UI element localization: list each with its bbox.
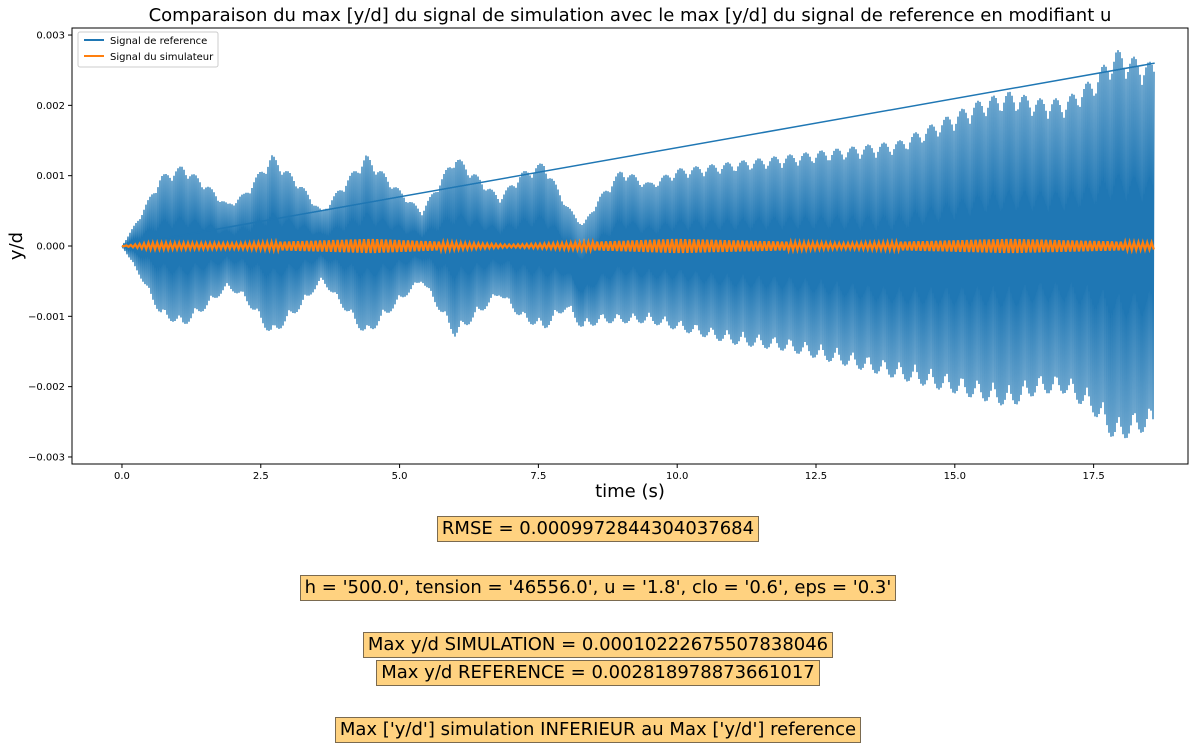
conclusion-box: Max ['y/d'] simulation INFERIEUR au Max …	[0, 717, 1196, 743]
chart-title: Comparaison du max [y/d] du signal de si…	[149, 5, 1112, 26]
y-tick-label: 0.000	[36, 242, 65, 253]
x-tick-label: 17.5	[1082, 471, 1104, 482]
y-tick-label: −0.003	[28, 452, 65, 463]
series-layer	[121, 50, 1155, 439]
series-reference	[121, 50, 1155, 439]
x-tick-label: 15.0	[944, 471, 966, 482]
x-axis-ticks: 0.0 2.5 5.0 7.5 10.0 12.5 15.0 17.5	[114, 464, 1105, 482]
y-tick-label: 0.002	[36, 101, 65, 112]
series-trace-0	[121, 50, 1155, 439]
y-tick-label: −0.001	[28, 312, 65, 323]
y-axis-label: y/d	[6, 232, 27, 260]
rmse-text: RMSE = 0.0009972844304037684	[436, 516, 760, 542]
y-tick-label: 0.003	[36, 31, 65, 42]
y-axis-ticks: −0.003 −0.002 −0.001 0.000 0.001 0.002 0.003	[28, 31, 72, 463]
y-tick-label: 0.001	[36, 171, 65, 182]
x-tick-label: 2.5	[253, 471, 269, 482]
x-tick-label: 5.0	[392, 471, 408, 482]
max-ref-text: Max y/d REFERENCE = 0.002818978873661017	[376, 660, 820, 686]
params-text: h = '500.0', tension = '46556.0', u = '1…	[299, 575, 897, 601]
legend-label-simulation: Signal du simulateur	[110, 52, 214, 63]
max-ref-box: Max y/d REFERENCE = 0.002818978873661017	[0, 660, 1196, 686]
x-tick-label: 12.5	[805, 471, 827, 482]
reference-return-line	[121, 62, 1155, 247]
chart: Comparaison du max [y/d] du signal de si…	[6, 5, 1189, 502]
series-trace-1	[121, 237, 1155, 255]
series-simulation	[121, 237, 1155, 255]
legend-box	[77, 31, 219, 68]
y-tick-label: −0.002	[28, 382, 65, 393]
rmse-box: RMSE = 0.0009972844304037684	[0, 516, 1196, 542]
x-tick-label: 0.0	[114, 471, 130, 482]
params-box: h = '500.0', tension = '46556.0', u = '1…	[0, 575, 1196, 601]
max-sim-box: Max y/d SIMULATION = 0.00010222675507838…	[0, 632, 1196, 658]
x-tick-label: 10.0	[666, 471, 688, 482]
legend: Signal de reference Signal du simulateur	[77, 31, 219, 68]
max-sim-text: Max y/d SIMULATION = 0.00010222675507838…	[362, 632, 834, 658]
conclusion-text: Max ['y/d'] simulation INFERIEUR au Max …	[334, 717, 862, 743]
x-axis-label: time (s)	[595, 481, 665, 502]
x-tick-label: 7.5	[530, 471, 546, 482]
legend-label-reference: Signal de reference	[110, 36, 207, 47]
